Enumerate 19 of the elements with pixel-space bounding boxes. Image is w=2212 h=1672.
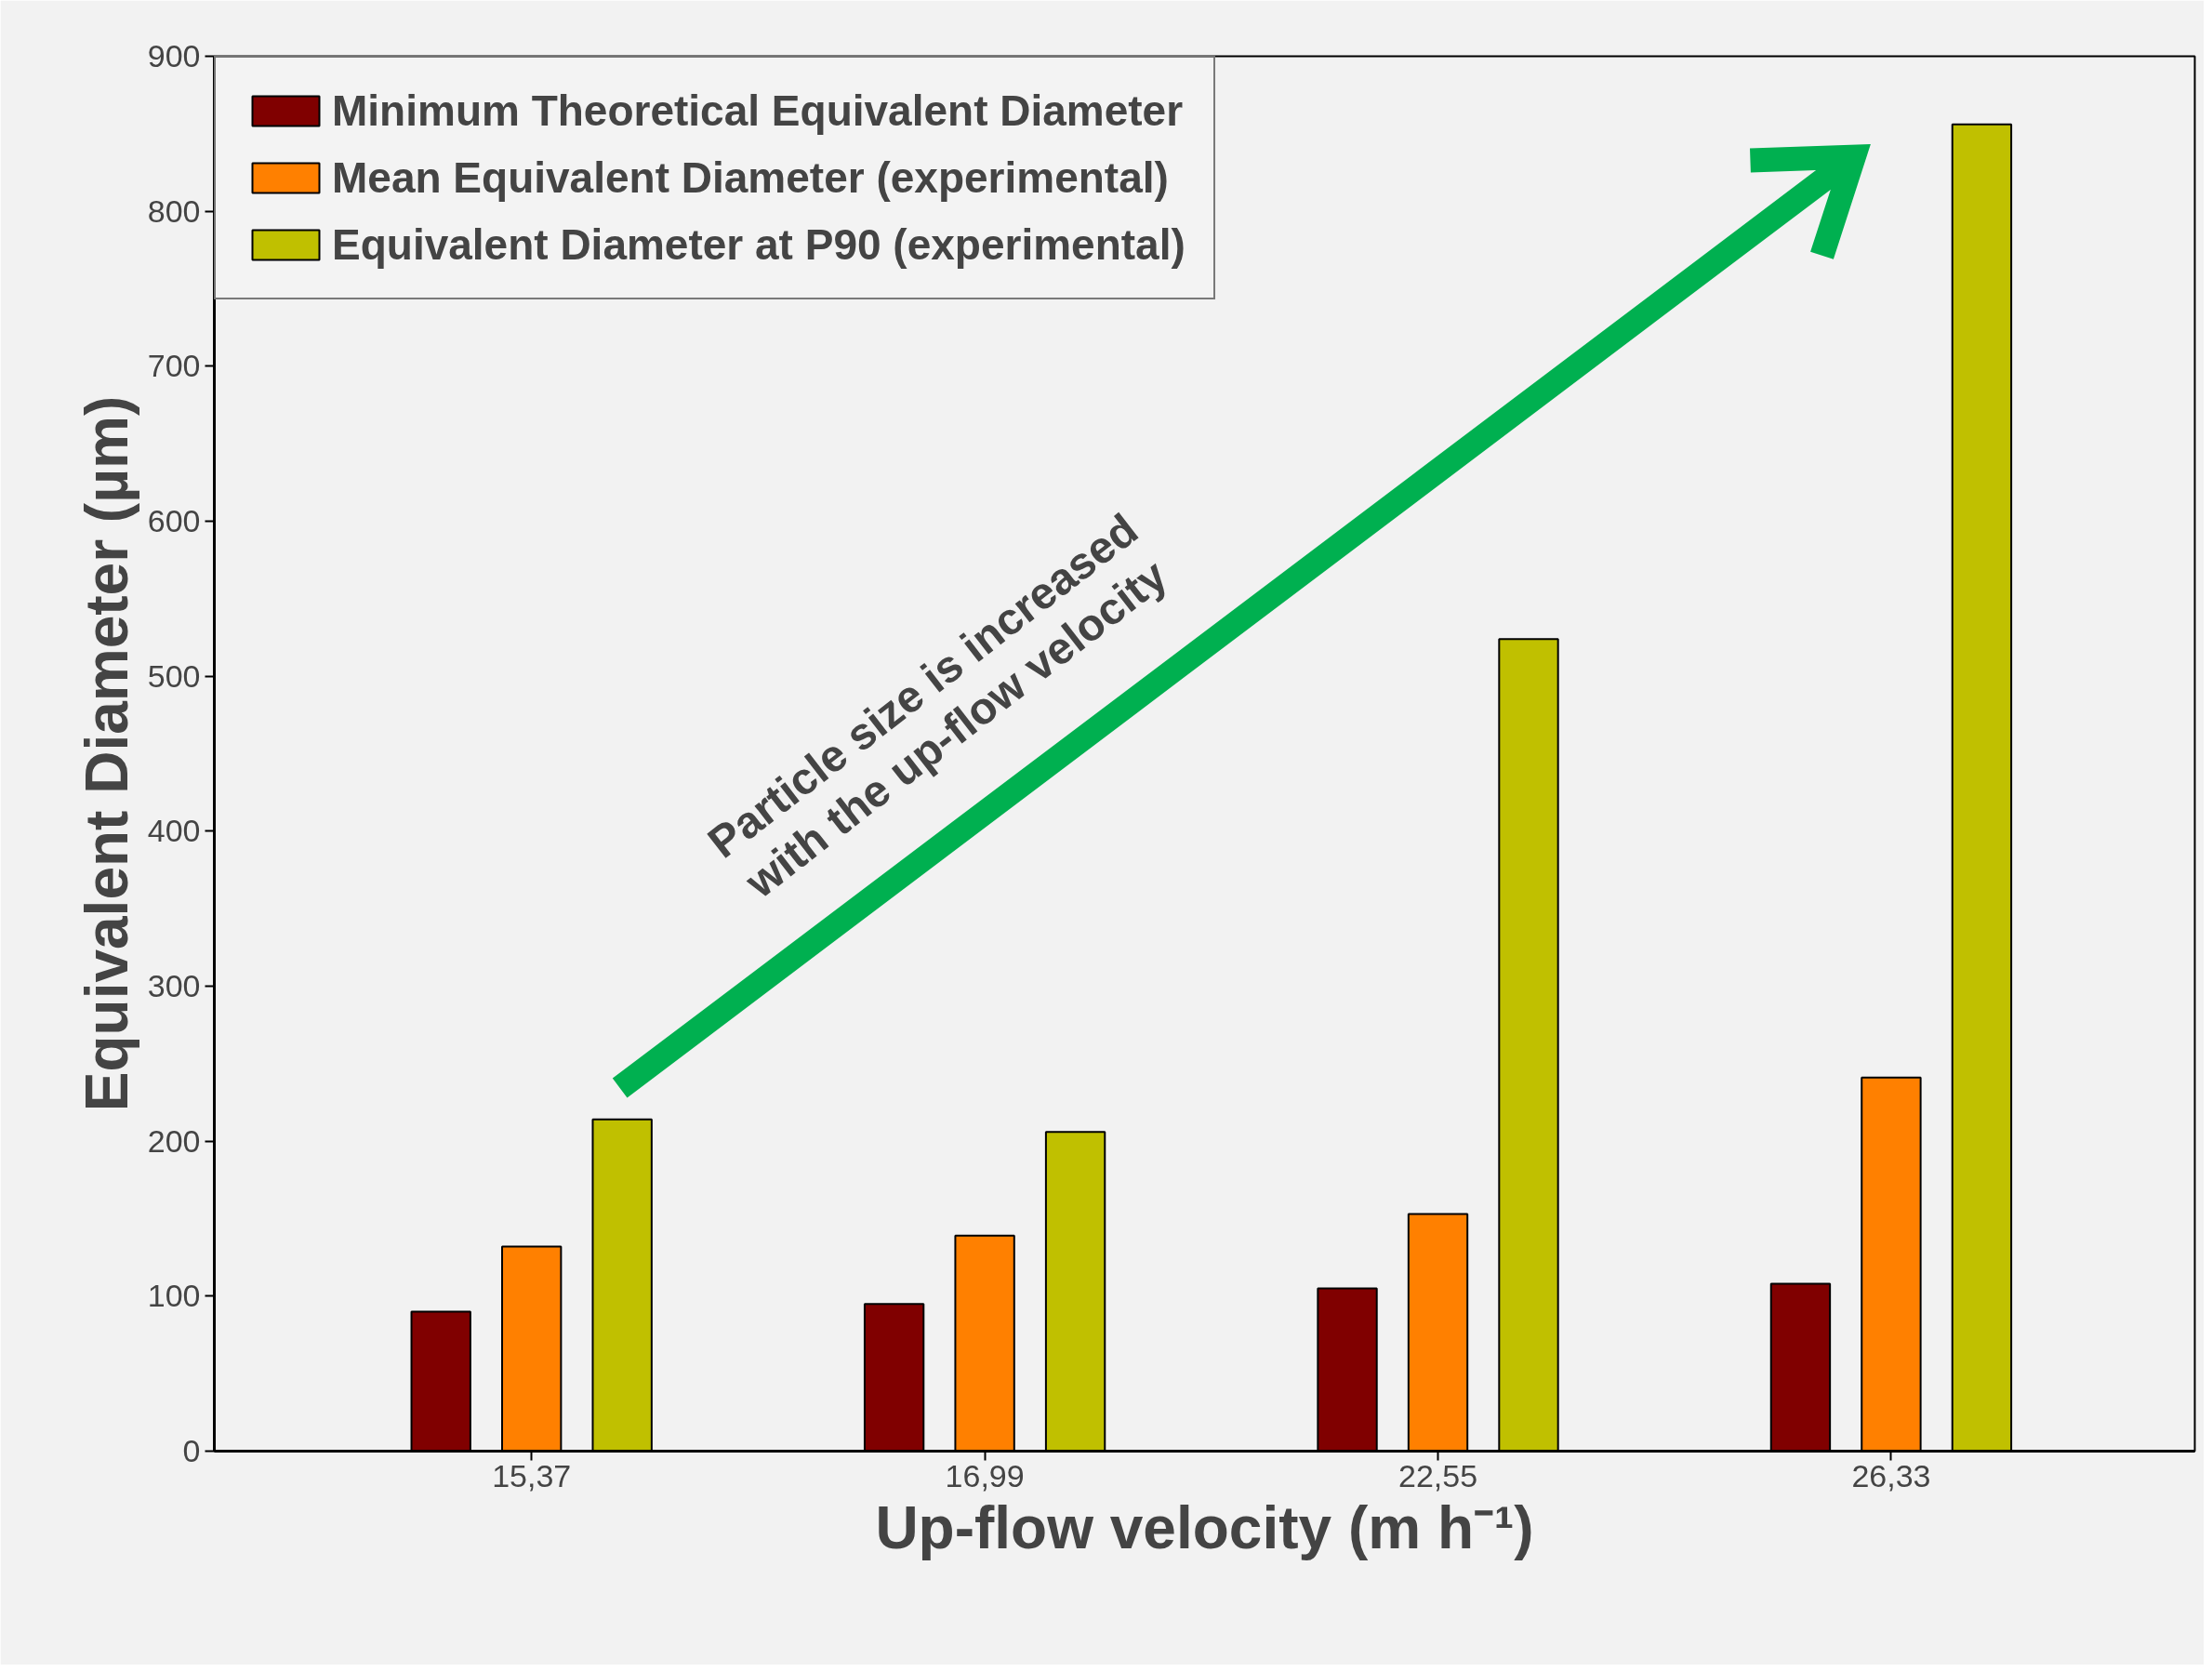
legend-label: Mean Equivalent Diameter (experimental) [332, 153, 1169, 203]
x-tick-label: 22,55 [1397, 1457, 1478, 1493]
x-axis-title: Up-flow velocity (m h⁻¹) [875, 1493, 1534, 1561]
y-tick-label: 200 [147, 1122, 201, 1159]
y-tick-label: 700 [147, 348, 201, 384]
y-tick-label: 100 [147, 1278, 201, 1314]
y-tick-label: 900 [147, 38, 201, 73]
y-tick-label: 400 [147, 813, 201, 849]
y-tick-label: 600 [147, 503, 201, 538]
x-tick-label: 26,33 [1851, 1457, 1931, 1493]
x-tick-label: 16,99 [945, 1457, 1025, 1493]
y-tick-label: 800 [147, 192, 201, 229]
y-tick-label: 300 [147, 968, 201, 1003]
legend-label: Minimum Theoretical Equivalent Diameter [332, 86, 1184, 136]
legend-label: Equivalent Diameter at P90 (experimental) [332, 219, 1185, 270]
y-axis-title: Equivalent Diameter (µm) [73, 395, 140, 1112]
x-tick-label: 15,37 [492, 1457, 572, 1493]
y-tick-label: 500 [147, 657, 201, 694]
y-tick-label: 0 [182, 1433, 201, 1468]
